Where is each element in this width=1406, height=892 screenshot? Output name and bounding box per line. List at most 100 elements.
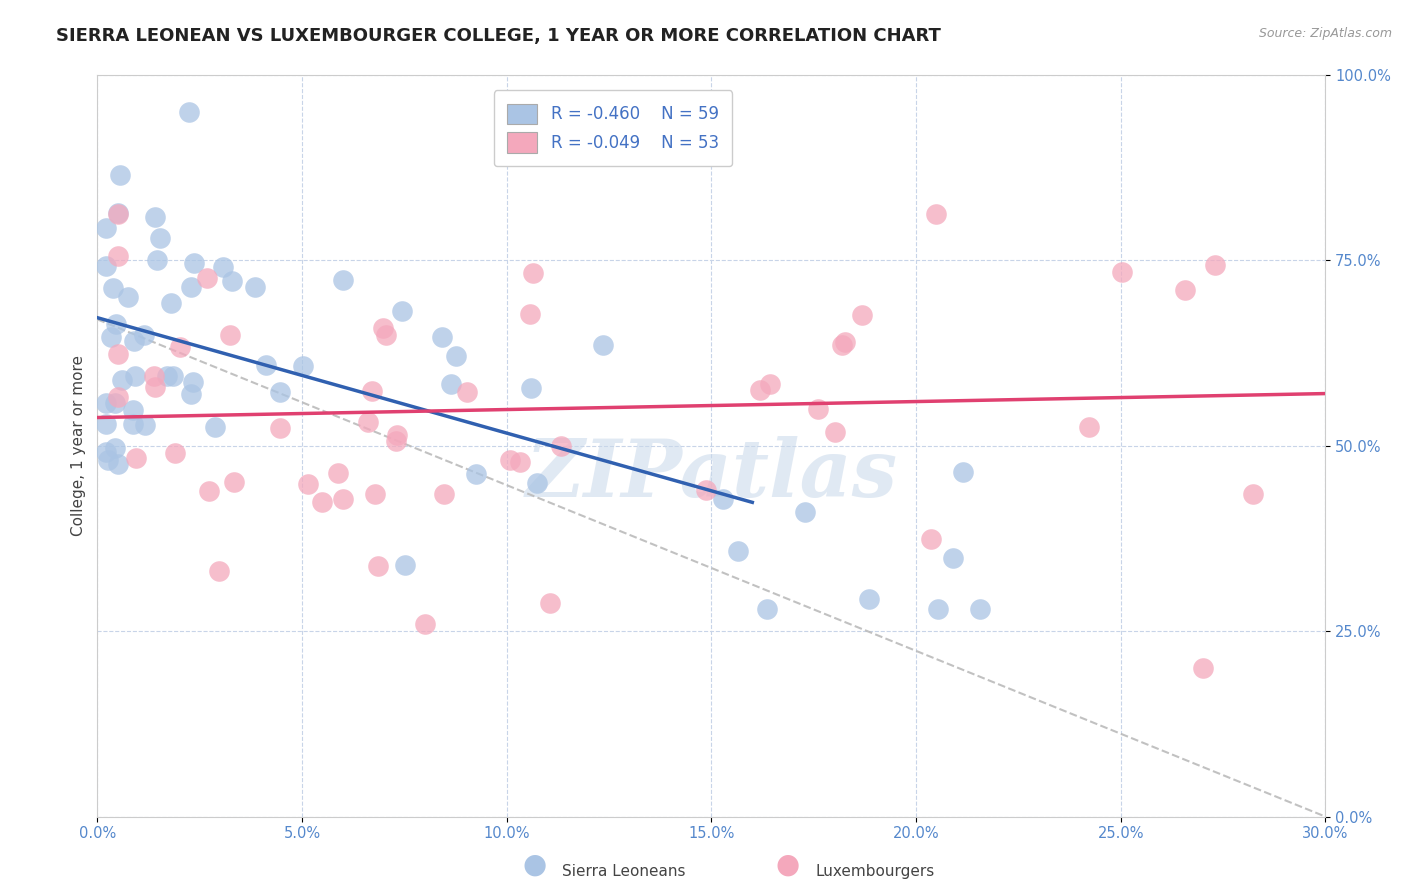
Legend: R = -0.460    N = 59, R = -0.049    N = 53: R = -0.460 N = 59, R = -0.049 N = 53 <box>494 90 733 166</box>
Point <box>107 207 129 221</box>
Point <box>156 369 179 384</box>
Point <box>107 390 129 404</box>
Point <box>464 467 486 481</box>
Point <box>149 231 172 245</box>
Point <box>444 349 467 363</box>
Point <box>927 602 949 616</box>
Point <box>94 221 117 235</box>
Point <box>824 425 846 440</box>
Point <box>143 210 166 224</box>
Point <box>1191 661 1213 675</box>
Point <box>711 492 734 507</box>
Point <box>243 279 266 293</box>
Point <box>94 396 117 410</box>
Point <box>107 205 129 219</box>
Point <box>1241 487 1264 501</box>
Text: SIERRA LEONEAN VS LUXEMBOURGER COLLEGE, 1 YEAR OR MORE CORRELATION CHART: SIERRA LEONEAN VS LUXEMBOURGER COLLEGE, … <box>56 27 941 45</box>
Point <box>759 377 782 392</box>
Point <box>942 550 965 565</box>
Point <box>169 340 191 354</box>
Point <box>124 334 146 349</box>
Point <box>361 384 384 399</box>
Point <box>526 476 548 491</box>
Point <box>509 455 531 469</box>
Y-axis label: College, 1 year or more: College, 1 year or more <box>72 355 86 536</box>
Point <box>356 415 378 429</box>
Point <box>100 330 122 344</box>
Point <box>162 369 184 384</box>
Point <box>222 475 245 489</box>
Point <box>107 346 129 360</box>
Point <box>440 376 463 391</box>
Point <box>1204 258 1226 272</box>
Point <box>374 327 396 342</box>
Point <box>180 387 202 401</box>
Point <box>456 385 478 400</box>
Point <box>363 486 385 500</box>
Point <box>924 207 946 221</box>
Point <box>107 249 129 263</box>
Point <box>134 417 156 432</box>
Point <box>311 494 333 508</box>
Point <box>385 427 408 442</box>
Point <box>952 465 974 479</box>
Point <box>807 401 830 416</box>
Point <box>920 533 942 547</box>
Point <box>212 260 235 275</box>
Point <box>125 450 148 465</box>
Point <box>111 373 134 387</box>
Point <box>117 290 139 304</box>
Point <box>183 256 205 270</box>
Point <box>432 330 454 344</box>
Point <box>727 544 749 558</box>
Point <box>592 338 614 352</box>
Point <box>179 104 201 119</box>
Point <box>195 271 218 285</box>
Point <box>143 379 166 393</box>
Point <box>1111 265 1133 279</box>
Point <box>373 320 395 334</box>
Point <box>695 483 717 497</box>
Point <box>499 452 522 467</box>
Point <box>332 273 354 287</box>
Point <box>550 439 572 453</box>
Point <box>391 303 413 318</box>
Point <box>94 444 117 458</box>
Point <box>94 417 117 431</box>
Point <box>269 421 291 435</box>
Point <box>793 505 815 519</box>
Point <box>756 602 779 616</box>
Point <box>1174 283 1197 297</box>
Point <box>297 476 319 491</box>
Point <box>97 452 120 467</box>
Point <box>858 592 880 607</box>
Point <box>104 395 127 409</box>
Text: Sierra Leoneans: Sierra Leoneans <box>562 863 686 879</box>
Point <box>132 327 155 342</box>
Point <box>384 434 406 449</box>
Point <box>124 368 146 383</box>
Point <box>104 441 127 455</box>
Point <box>292 359 315 374</box>
Point <box>326 466 349 480</box>
Point <box>269 384 291 399</box>
Point <box>142 369 165 384</box>
Point <box>108 168 131 182</box>
Point <box>520 382 543 396</box>
Point <box>218 327 240 342</box>
Point <box>121 417 143 431</box>
Point <box>432 487 454 501</box>
Point <box>1077 420 1099 434</box>
Point <box>367 558 389 573</box>
Point <box>208 564 231 578</box>
Text: ●: ● <box>775 851 800 879</box>
Text: ●: ● <box>522 851 547 879</box>
Point <box>163 446 186 460</box>
Point <box>107 457 129 471</box>
Point <box>221 274 243 288</box>
Point <box>851 309 873 323</box>
Point <box>749 384 772 398</box>
Point <box>394 558 416 573</box>
Point <box>256 359 278 373</box>
Point <box>180 279 202 293</box>
